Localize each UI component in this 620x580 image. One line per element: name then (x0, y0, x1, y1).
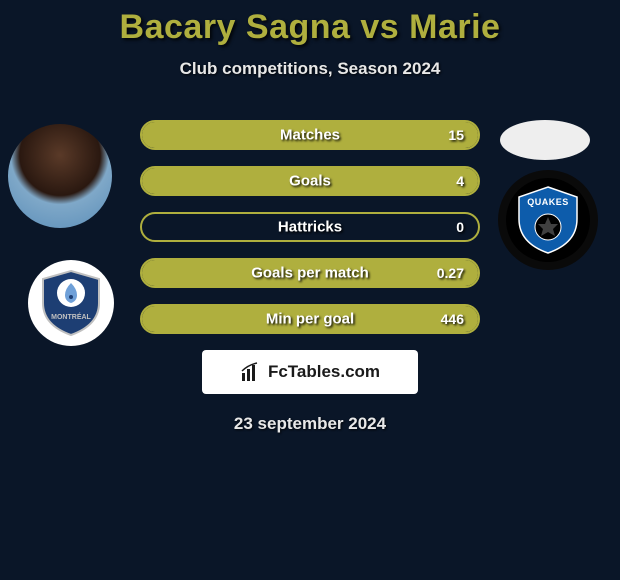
stat-label: Min per goal (266, 311, 354, 328)
date-text: 23 september 2024 (0, 414, 620, 434)
stat-value-right: 446 (441, 311, 464, 327)
stat-value-right: 0 (456, 219, 464, 235)
stat-value-right: 15 (448, 127, 464, 143)
stat-row: Min per goal 446 (140, 304, 480, 334)
subtitle: Club competitions, Season 2024 (0, 59, 620, 79)
stat-label: Goals per match (251, 265, 369, 282)
stat-label: Matches (280, 127, 340, 144)
stat-row: Goals 4 (140, 166, 480, 196)
stat-row: Matches 15 (140, 120, 480, 150)
bar-chart-icon (240, 361, 262, 383)
stat-label: Goals (289, 173, 331, 190)
stat-value-right: 0.27 (437, 265, 464, 281)
stat-row: Goals per match 0.27 (140, 258, 480, 288)
stat-label: Hattricks (278, 219, 342, 236)
brand-box: FcTables.com (202, 350, 418, 394)
page-title: Bacary Sagna vs Marie (0, 0, 620, 47)
brand-text: FcTables.com (268, 362, 380, 382)
stats-container: Matches 15 Goals 4 Hattricks 0 Goals per match… (0, 120, 620, 434)
stat-row: Hattricks 0 (140, 212, 480, 242)
stat-value-right: 4 (456, 173, 464, 189)
